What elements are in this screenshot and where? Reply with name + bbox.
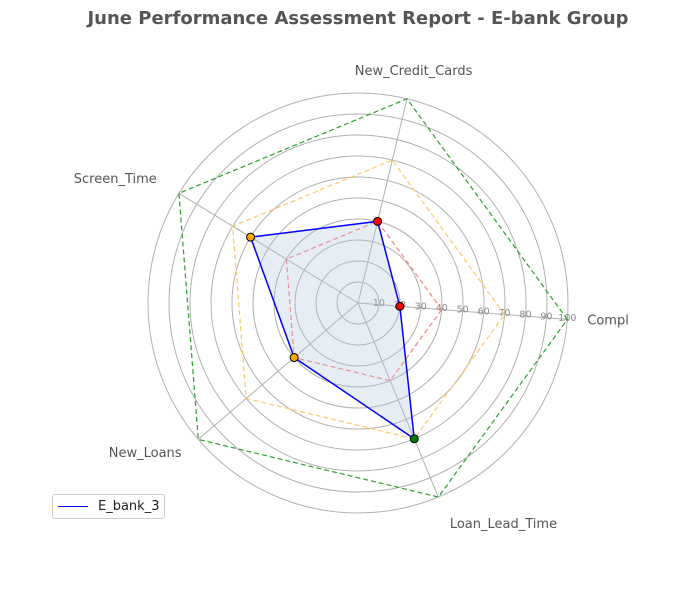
- grid-circle-60: [231, 176, 485, 430]
- spoke-loan-lead-time: [357, 302, 439, 498]
- spoke-new-loans: [197, 302, 359, 440]
- spoke-new-credit-cards: [357, 98, 408, 304]
- data-point-compl: [395, 301, 405, 311]
- axis-label-screen-time: Screen_Time: [74, 172, 157, 187]
- r-tick-label-60: 60: [478, 306, 490, 317]
- chart-title: June Performance Assessment Report - E-b…: [87, 8, 629, 29]
- r-tick-label-10: 10: [373, 298, 385, 309]
- grid-circle-30: [294, 239, 422, 367]
- r-tick-label-80: 80: [519, 310, 531, 321]
- legend: E_bank_3: [52, 494, 165, 519]
- grid-circle-50: [252, 197, 464, 409]
- series-line-e-bank-3: [249, 220, 416, 441]
- reference-polygon-40: [285, 220, 443, 382]
- data-point-new-credit-cards: [373, 216, 383, 226]
- r-tick-label-90: 90: [540, 311, 552, 322]
- r-tick-label-50: 50: [457, 305, 469, 316]
- grid-circle-90: [168, 113, 548, 493]
- data-point-screen-time: [246, 232, 256, 242]
- grid-circle-100: [147, 92, 569, 514]
- data-point-new-loans: [289, 353, 299, 363]
- grid-circle-80: [189, 134, 527, 472]
- legend-label-e-bank-3: E_bank_3: [98, 499, 160, 514]
- reference-polygon-100: [178, 98, 569, 498]
- grid-circle-10: [336, 281, 380, 325]
- axis-label-compl: Compl: [587, 314, 629, 329]
- spoke-screen-time: [178, 192, 359, 304]
- series-area-e-bank-3: [250, 221, 415, 439]
- axis-label-loan-lead-time: Loan_Lead_Time: [450, 517, 557, 532]
- r-tick-label-30: 30: [415, 301, 427, 312]
- grid-circle-70: [210, 155, 506, 451]
- legend-swatch-e-bank-3: [58, 506, 88, 507]
- axis-label-new-credit-cards: New_Credit_Cards: [355, 64, 473, 79]
- reference-polygon-70: [232, 159, 506, 440]
- axis-label-new-loans: New_Loans: [109, 446, 182, 461]
- data-point-loan-lead-time: [409, 434, 419, 444]
- spoke-compl: [357, 302, 568, 320]
